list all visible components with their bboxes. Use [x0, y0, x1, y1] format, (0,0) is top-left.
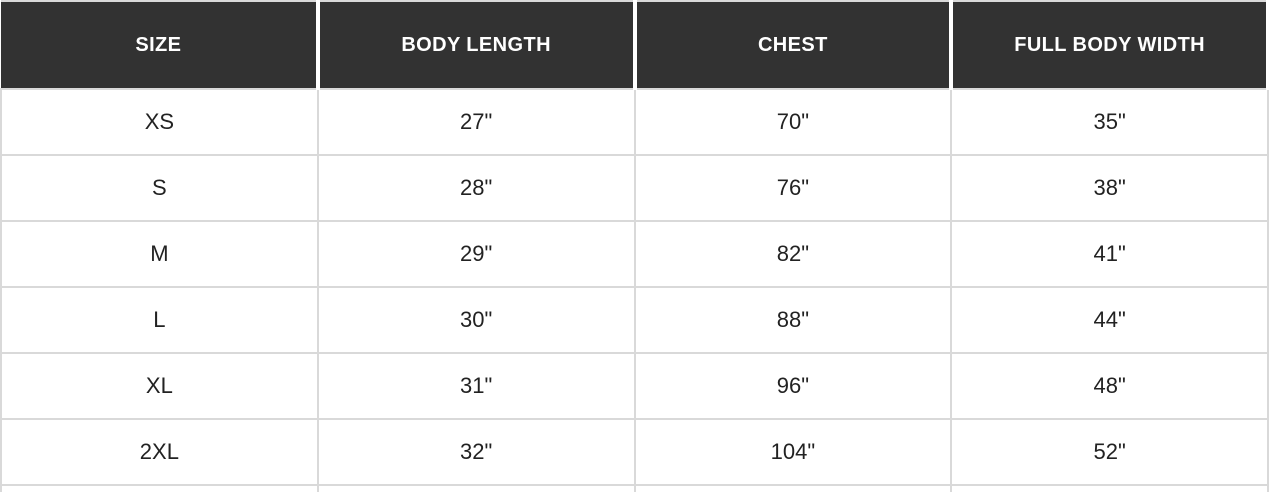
chest-cell	[633, 484, 953, 492]
chest-cell: 88"	[633, 286, 953, 354]
body-length-cell	[316, 484, 636, 492]
size-cell: S	[0, 154, 319, 222]
chest-cell: 96"	[633, 352, 953, 420]
chest-cell: 76"	[633, 154, 953, 222]
full-body-width-cell: 35"	[950, 88, 1269, 156]
size-cell: 2XL	[0, 418, 319, 486]
column-header-size: SIZE	[1, 0, 320, 90]
full-body-width-cell: 52"	[950, 418, 1269, 486]
column-header-chest: CHEST	[632, 0, 954, 90]
chest-cell: 104"	[633, 418, 953, 486]
size-cell: XS	[0, 88, 319, 156]
body-length-cell: 29"	[316, 220, 636, 288]
chest-cell: 70"	[633, 88, 953, 156]
full-body-width-cell	[950, 484, 1269, 492]
size-cell: XL	[0, 352, 319, 420]
body-length-cell: 31"	[316, 352, 636, 420]
body-length-cell: 30"	[316, 286, 636, 354]
full-body-width-cell: 41"	[950, 220, 1269, 288]
full-body-width-cell: 38"	[950, 154, 1269, 222]
full-body-width-cell: 44"	[950, 286, 1269, 354]
size-cell: M	[0, 220, 319, 288]
table-row-partial-clipped	[0, 484, 1269, 492]
table-row-m: M 29" 82" 41"	[0, 220, 1269, 288]
table-row-l: L 30" 88" 44"	[0, 286, 1269, 354]
chest-cell: 82"	[633, 220, 953, 288]
full-body-width-cell: 48"	[950, 352, 1269, 420]
body-length-cell: 28"	[316, 154, 636, 222]
body-length-cell: 27"	[316, 88, 636, 156]
table-row-2xl: 2XL 32" 104" 52"	[0, 418, 1269, 486]
size-cell: L	[0, 286, 319, 354]
column-header-body-length: BODY LENGTH	[315, 0, 637, 90]
table-row-xl: XL 31" 96" 48"	[0, 352, 1269, 420]
size-cell	[0, 484, 319, 492]
size-chart-body: XS 27" 70" 35" S 28" 76" 38" M 29" 82" 4…	[0, 88, 1269, 492]
table-row-xs: XS 27" 70" 35"	[0, 88, 1269, 156]
size-chart-header: SIZE BODY LENGTH CHEST FULL BODY WIDTH	[1, 0, 1270, 90]
table-row-s: S 28" 76" 38"	[0, 154, 1269, 222]
header-row: SIZE BODY LENGTH CHEST FULL BODY WIDTH	[1, 0, 1270, 90]
column-header-full-body-width: FULL BODY WIDTH	[949, 0, 1270, 90]
body-length-cell: 32"	[316, 418, 636, 486]
